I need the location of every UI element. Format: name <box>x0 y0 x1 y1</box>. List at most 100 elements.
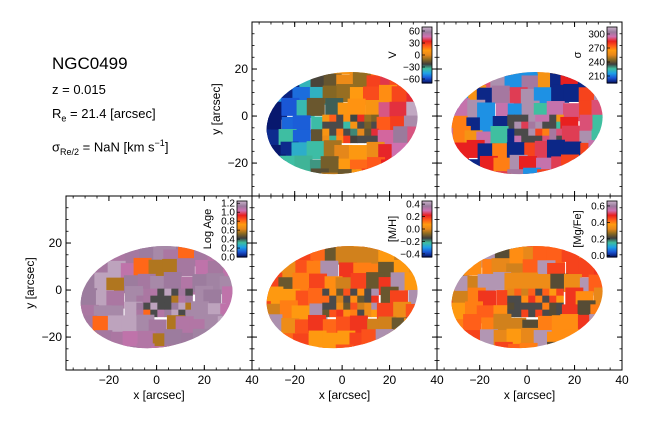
colorbar-band <box>422 201 432 203</box>
colorbar-band <box>607 219 617 221</box>
map-cell <box>291 236 310 252</box>
colorbar-band <box>607 231 617 233</box>
colorbar-band <box>422 204 432 206</box>
map-cell <box>219 331 238 350</box>
galaxy-info: NGC0499 z = 0.015 Re = 21.4 [arcsec] σRe… <box>52 54 242 160</box>
map-cell <box>74 261 84 280</box>
colorbar-tick-label: −0.4 <box>400 249 420 260</box>
colorbar-band <box>607 222 617 224</box>
map-cell <box>267 172 286 184</box>
map-cell <box>579 346 598 358</box>
map-cell <box>157 302 165 311</box>
map-cell <box>504 272 523 291</box>
colorbar-band <box>422 41 432 43</box>
colorbar-band <box>237 249 247 251</box>
map-cell <box>542 302 550 311</box>
colorbar-band <box>422 211 432 213</box>
map-cell <box>542 114 550 123</box>
map-cell <box>78 244 97 263</box>
map-cell <box>521 114 529 123</box>
map-cell <box>549 121 557 130</box>
map-cell <box>550 273 569 292</box>
colorbar-band <box>607 232 617 234</box>
map-cell <box>451 73 470 92</box>
map-cell <box>389 101 408 120</box>
map-cell <box>493 313 512 332</box>
map-cell <box>259 169 270 184</box>
map-cell <box>92 345 111 358</box>
map-cell <box>604 273 610 292</box>
map-cell <box>122 331 141 350</box>
map-cell <box>465 62 484 78</box>
colorbar-tick-label: 1.2 <box>221 199 235 210</box>
map-cell <box>561 125 580 144</box>
colorbar-band <box>422 79 432 81</box>
map-cell <box>231 263 240 282</box>
map-cell <box>549 295 557 304</box>
map-cell <box>521 62 540 76</box>
colorbar-band <box>607 34 617 36</box>
colorbar-band <box>607 69 617 71</box>
map-cell <box>350 302 358 311</box>
map-cell <box>121 316 140 335</box>
colorbar-tick-label: 1.0 <box>221 208 235 219</box>
colorbar-band <box>422 214 432 216</box>
map-cell <box>444 261 456 280</box>
colorbar-tick-label: −30 <box>403 63 420 74</box>
colorbar-band <box>422 66 432 68</box>
map-cell <box>185 288 193 297</box>
map-cell <box>185 309 193 318</box>
map-cell <box>444 169 457 184</box>
colorbar-tick-label: 0.0 <box>591 251 605 262</box>
colorbar-tick-label: 60 <box>409 27 421 38</box>
map-cell <box>520 272 539 291</box>
colorbar-band <box>237 212 247 214</box>
colorbar-band <box>237 234 247 236</box>
map-cell <box>281 97 300 116</box>
map-cell <box>363 344 382 358</box>
map-cell <box>329 302 337 311</box>
y-tick-label: 20 <box>235 62 249 76</box>
colorbar-band <box>237 237 247 239</box>
colorbar-band <box>607 35 617 37</box>
map-cell <box>322 288 330 297</box>
map-cell <box>185 295 193 304</box>
colorbar-band <box>422 252 432 254</box>
colorbar-band <box>422 218 432 220</box>
map-cell <box>477 273 496 292</box>
map-cell <box>453 173 472 184</box>
colorbar-band <box>422 65 432 67</box>
map-cell <box>364 128 372 137</box>
colorbar-band <box>607 66 617 68</box>
colorbar-band <box>422 49 432 51</box>
map-cell <box>588 140 607 159</box>
map-cell <box>329 128 337 137</box>
map-cell <box>444 69 454 88</box>
map-cell <box>110 236 129 248</box>
colorbar-band <box>237 254 247 256</box>
map-cell <box>348 145 367 164</box>
colorbar-band <box>422 51 432 53</box>
colorbar-band <box>607 246 617 248</box>
map-cell <box>505 236 524 250</box>
map-cell <box>164 344 183 358</box>
map-cell <box>329 295 337 304</box>
colorbar-band <box>607 227 617 229</box>
map-cell <box>176 236 195 250</box>
map-cell <box>259 102 270 121</box>
map-cell <box>444 142 458 161</box>
colorbar-band <box>422 33 432 35</box>
map-cell <box>322 121 330 130</box>
colorbar-label: V <box>387 51 399 59</box>
map-cell <box>350 295 358 304</box>
galaxy-name: NGC0499 <box>52 54 128 73</box>
colorbar-band <box>422 223 432 225</box>
x-tick-label: 20 <box>568 373 582 387</box>
map-cell <box>377 62 396 76</box>
map-cell <box>343 288 351 297</box>
colorbar-band <box>237 252 247 254</box>
map-cell <box>336 121 344 130</box>
map-cell <box>307 185 325 203</box>
map-cell <box>494 62 513 77</box>
map-cell <box>78 236 97 252</box>
